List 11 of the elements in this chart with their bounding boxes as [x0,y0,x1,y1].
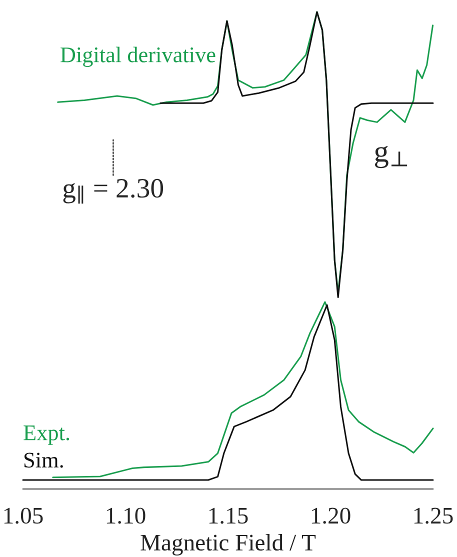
x-tick-label: 1.05 [4,508,43,524]
series-label: Digital derivative [60,46,216,67]
annotation: g$_{∥}$ = 2.30 [63,178,164,204]
series-label: Sim. [24,452,63,468]
x-tick-label: 1.25 [414,508,453,524]
x-axis-title: Magnetic Field / T [140,534,316,556]
x-tick-label: 1.10 [106,508,146,524]
x-tick-label: 1.15 [209,508,248,524]
annotation: g$_{⊥}$ [374,146,408,168]
series-label: Expt. [24,426,70,445]
x-tick-label: 1.20 [312,508,350,524]
